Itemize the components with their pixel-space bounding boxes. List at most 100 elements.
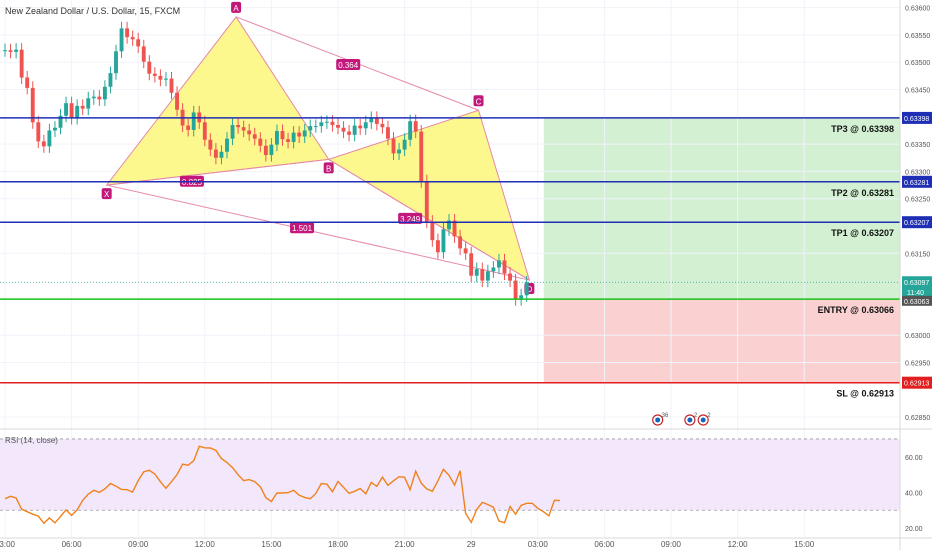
candle-body <box>263 145 268 156</box>
candle-body <box>164 78 168 80</box>
candle-body <box>208 139 213 150</box>
price-tick-label: 0.63550 <box>905 33 930 40</box>
candle-body <box>230 125 235 139</box>
candle-body <box>313 126 318 128</box>
candle-body <box>236 125 241 128</box>
pattern-point-label: A <box>233 4 239 13</box>
price-tick-label: 0.63300 <box>905 169 930 176</box>
axis-badge-tp2 <box>902 175 932 188</box>
pattern-ratio-badge <box>398 212 423 224</box>
event-flag-center <box>655 417 661 423</box>
candle-body <box>19 49 24 78</box>
candle-body <box>508 273 512 281</box>
pattern-line-xd <box>106 184 530 281</box>
pattern-point-badge <box>101 188 112 200</box>
candle-body <box>36 122 41 142</box>
rsi-title: RSI (14, close) <box>5 436 58 445</box>
rsi-tick-label: 20.00 <box>905 526 923 533</box>
axis-badge-text: 0.63207 <box>904 220 929 227</box>
candle-body <box>319 122 324 127</box>
candle-body <box>424 181 429 222</box>
candle-body <box>202 122 207 140</box>
pattern-point-badge <box>323 162 334 174</box>
candle-body <box>524 282 529 296</box>
time-tick-label: 15:00 <box>794 540 815 549</box>
candle-body <box>463 248 468 254</box>
candle-body <box>302 130 307 137</box>
price-tick-label: 0.63000 <box>905 333 930 340</box>
candle-body <box>286 139 290 142</box>
candle-body <box>341 127 346 132</box>
axis-badge-text: 0.62913 <box>904 381 929 388</box>
time-tick-label: 12:00 <box>728 540 749 549</box>
pattern-ratio-label: 3.249 <box>400 215 421 224</box>
candle-body <box>447 220 451 230</box>
candle-body <box>114 51 118 74</box>
candle-body <box>3 50 7 52</box>
event-flag-center <box>700 417 706 423</box>
price-tick-label: 0.62850 <box>905 415 930 422</box>
candle-body <box>136 39 141 47</box>
candle-body <box>175 92 179 110</box>
price-tick-label: 0.63500 <box>905 60 930 67</box>
event-count: 2 <box>707 413 711 419</box>
pattern-ratio-label: 1.501 <box>292 224 313 233</box>
candle-body <box>502 260 507 274</box>
candle-body <box>380 123 385 128</box>
rsi-tick-label: 40.00 <box>905 490 923 497</box>
candle-body <box>352 125 357 135</box>
candle-body <box>213 149 218 158</box>
current-price-text: 0.63097 <box>904 280 929 287</box>
rsi-band <box>0 438 900 511</box>
candle-body <box>358 125 363 129</box>
candle-body <box>324 121 329 123</box>
candle-body <box>53 127 57 131</box>
candle-body <box>269 144 274 156</box>
candle-body <box>241 127 246 131</box>
candle-body <box>47 130 52 147</box>
pattern-ratio-badge <box>290 222 315 234</box>
candle-body <box>513 280 518 300</box>
loss-zone <box>543 299 900 383</box>
price-tick-label: 0.63350 <box>905 142 930 149</box>
countdown-text: 11:40 <box>907 290 924 297</box>
axis-badge-text: 0.63398 <box>904 116 929 123</box>
pattern-point-label: X <box>104 190 110 199</box>
event-count: 36 <box>662 413 669 419</box>
candle-body <box>413 121 418 132</box>
current-price-badge <box>902 276 932 299</box>
candle-body <box>14 49 19 52</box>
candle-body <box>491 267 496 272</box>
candle-body <box>86 98 91 109</box>
candle-body <box>247 130 252 135</box>
candle-body <box>75 105 80 118</box>
candle-body <box>130 37 135 40</box>
candle-body <box>30 87 35 123</box>
candle-body <box>458 236 463 249</box>
price-tick-label: 0.63600 <box>905 6 930 13</box>
candle-body <box>141 46 146 62</box>
candle-body <box>8 50 13 52</box>
time-tick-label: 06:00 <box>62 540 83 549</box>
candle-body <box>330 121 335 126</box>
candle-body <box>258 138 263 146</box>
candle-body <box>41 141 46 147</box>
candle-body <box>391 138 396 154</box>
pattern-ratio-label: 0.364 <box>338 61 359 70</box>
pattern-ratio-badge <box>336 58 361 70</box>
candle-body <box>252 134 257 139</box>
candle-body <box>147 61 152 74</box>
price-tick-label: 0.63450 <box>905 88 930 95</box>
pattern-line-xb <box>106 158 329 186</box>
candle-body <box>363 122 368 129</box>
axis-badge-sl <box>902 376 932 389</box>
candle-body <box>480 269 485 281</box>
pattern-point-label: B <box>326 164 331 173</box>
candle-body <box>102 86 107 100</box>
candle-body <box>291 132 296 142</box>
candle-body <box>219 151 224 158</box>
candle-body <box>186 125 191 130</box>
time-tick-label: 12:00 <box>195 540 216 549</box>
